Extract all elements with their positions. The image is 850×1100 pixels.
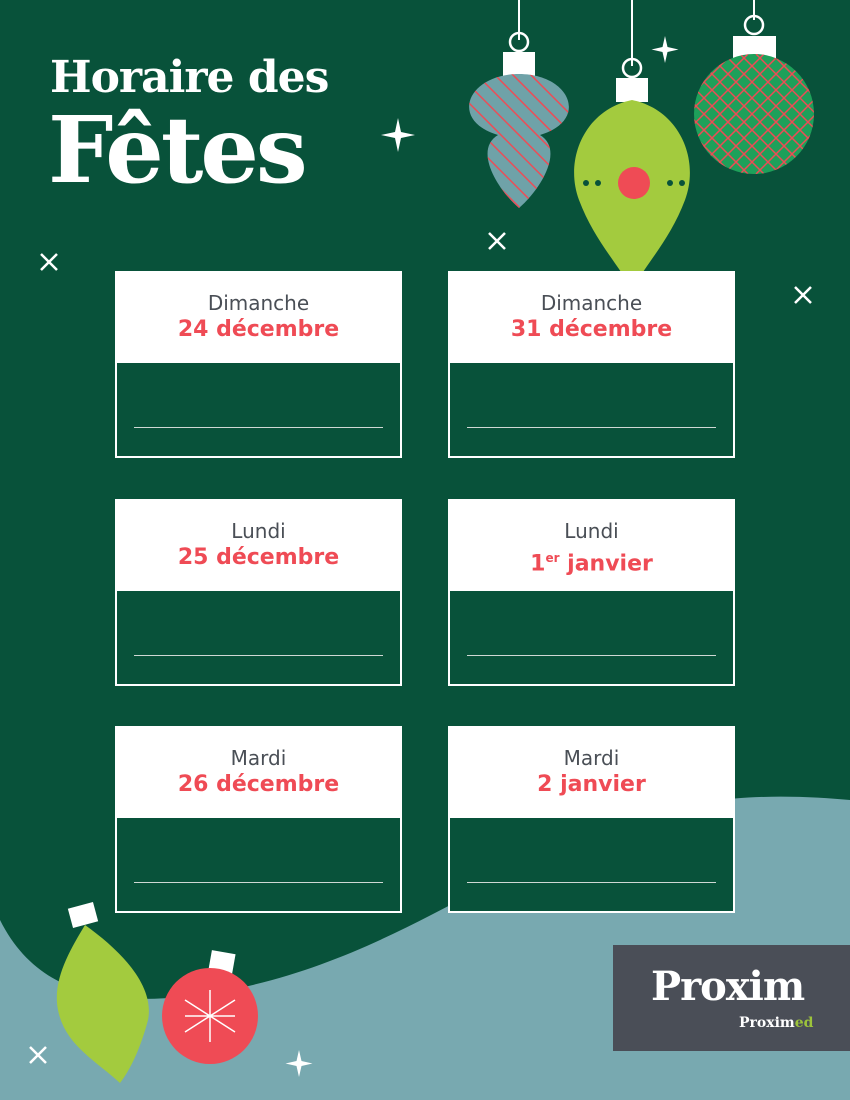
- card-date: 2 janvier: [537, 772, 646, 797]
- hours-line: [134, 427, 383, 428]
- logo-sub-brand: Proximed: [739, 1015, 814, 1031]
- ornament-green-round: [694, 0, 814, 174]
- card-date: 26 décembre: [177, 772, 340, 797]
- sparkle-icons: [285, 36, 679, 1077]
- ornament-teal: [469, 0, 569, 208]
- ornament-pattern: [694, 54, 814, 174]
- schedule-card: Dimanche 24 décembre: [115, 271, 402, 458]
- proxim-logo: Proxim Proximed: [613, 945, 850, 1051]
- ornament-pattern: [469, 74, 569, 208]
- schedule-card: Lundi 1er janvier: [448, 499, 735, 686]
- card-date: 1er janvier: [530, 551, 653, 577]
- schedule-card: Lundi 25 décembre: [115, 499, 402, 686]
- card-date: 24 décembre: [177, 317, 340, 342]
- card-day: Lundi: [564, 519, 619, 543]
- hours-line: [134, 655, 383, 656]
- card-day: Mardi: [563, 746, 620, 770]
- cross-star-icons: [29, 232, 812, 1064]
- title-line-1: Horaire des: [50, 52, 329, 103]
- page-title: Fêtes: [48, 96, 308, 204]
- hours-line: [467, 655, 716, 656]
- card-date: 25 décembre: [177, 545, 340, 570]
- logo-brand: Proxim: [651, 963, 805, 1010]
- schedule-card: Dimanche 31 décembre: [448, 271, 735, 458]
- ornament-bottom-lime: [56, 901, 149, 1083]
- schedule-card: Mardi 2 janvier: [448, 726, 735, 913]
- hours-line: [467, 427, 716, 428]
- card-date: 31 décembre: [510, 317, 673, 342]
- card-day: Dimanche: [207, 291, 310, 315]
- hours-line: [467, 882, 716, 883]
- ornament-bottom-red: [162, 950, 258, 1064]
- card-day: Dimanche: [540, 291, 643, 315]
- schedule-card: Mardi 26 décembre: [115, 726, 402, 913]
- ornament-lime: [574, 0, 690, 290]
- card-day: Lundi: [231, 519, 286, 543]
- card-day: Mardi: [230, 746, 287, 770]
- hours-line: [134, 882, 383, 883]
